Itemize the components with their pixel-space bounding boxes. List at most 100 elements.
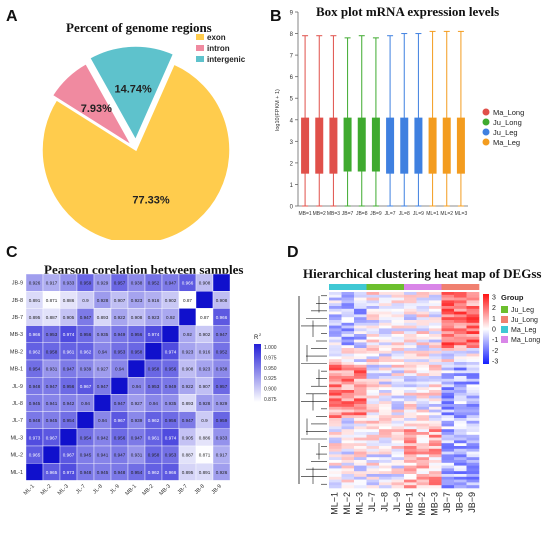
row-label: MB-1 <box>10 367 23 373</box>
deg-cell <box>441 440 455 444</box>
cell-value: 0.923 <box>131 298 143 303</box>
scale-tick: 2 <box>492 305 496 312</box>
deg-cell <box>341 395 355 399</box>
deg-cell <box>466 353 480 357</box>
deg-cell <box>404 378 417 382</box>
deg-cell <box>341 364 355 368</box>
pie-label-exon: 77.33% <box>132 194 170 206</box>
deg-cell <box>429 331 442 335</box>
deg-cell <box>404 465 417 469</box>
deg-cell <box>366 412 380 416</box>
deg-cell <box>404 381 417 385</box>
panel-label-b: B <box>270 8 282 25</box>
deg-cell <box>441 482 455 486</box>
cell-value: 0.949 <box>165 384 177 389</box>
deg-cell <box>341 457 355 461</box>
deg-cell <box>341 390 355 394</box>
deg-cell <box>416 446 430 450</box>
deg-cell <box>429 348 442 352</box>
deg-cell <box>404 476 417 480</box>
deg-cell <box>391 303 405 307</box>
cell-value: 0.947 <box>131 435 143 440</box>
deg-cell <box>366 373 380 377</box>
deg-cell <box>341 331 355 335</box>
box-JB=7 <box>343 117 352 172</box>
scale-tick: -2 <box>492 348 498 355</box>
column-label: JB−9 <box>467 492 477 513</box>
deg-cell <box>466 409 480 413</box>
deg-cell <box>391 426 405 430</box>
row-label: ML-2 <box>10 453 23 459</box>
box-JL=8 <box>400 117 409 174</box>
deg-cell <box>416 320 430 324</box>
deg-cell <box>454 429 467 433</box>
deg-cell <box>366 423 380 427</box>
deg-cell <box>329 468 342 472</box>
deg-cell <box>329 406 342 410</box>
cell-value: 0.938 <box>131 281 143 286</box>
deg-cell <box>341 465 355 469</box>
cell-value: 0.973 <box>63 470 75 475</box>
cell-value: 0.947 <box>182 418 194 423</box>
deg-cell <box>416 367 430 371</box>
deg-cell <box>341 381 355 385</box>
deg-cell <box>466 292 480 296</box>
deg-heatmap: ML−1 ML−2 ML−3 JL−7 JL−8 JL−9 MB−1 MB−2 MB−3 JB−7… <box>298 284 540 516</box>
deg-cell <box>454 328 467 332</box>
deg-cell <box>329 415 342 419</box>
deg-cell <box>366 297 380 301</box>
deg-cell <box>454 392 467 396</box>
row-label: JL-7 <box>12 418 23 424</box>
deg-cell <box>391 454 405 458</box>
deg-cell <box>354 364 367 368</box>
deg-cell <box>341 418 355 422</box>
deg-cell <box>366 474 380 478</box>
cell-value: 0.931 <box>131 453 143 458</box>
color-scale <box>483 294 489 364</box>
deg-cell <box>329 474 342 478</box>
deg-cell <box>416 457 430 461</box>
cell-value: 0.957 <box>216 384 228 389</box>
deg-cell <box>354 474 367 478</box>
cell-value: 0.94 <box>149 401 158 406</box>
deg-cell <box>329 336 342 340</box>
deg-cell <box>441 384 455 388</box>
deg-cell <box>379 479 392 483</box>
deg-cell <box>429 359 442 363</box>
group-bar-Ma_Leg <box>329 284 342 290</box>
deg-cell <box>379 334 392 338</box>
deg-cell <box>466 384 480 388</box>
deg-cell <box>329 339 342 343</box>
deg-cell <box>354 373 367 377</box>
deg-cell <box>366 482 380 486</box>
deg-cell <box>454 317 467 321</box>
deg-cell <box>454 353 467 357</box>
deg-cell <box>404 342 417 346</box>
deg-cell <box>329 353 342 357</box>
deg-cell <box>429 440 442 444</box>
deg-cell <box>404 387 417 391</box>
deg-cell <box>391 308 405 312</box>
column-label: MB-2 <box>141 484 155 498</box>
deg-cell <box>366 465 380 469</box>
deg-cell <box>329 328 342 332</box>
deg-cell <box>441 448 455 452</box>
deg-cell <box>429 476 442 480</box>
deg-cell <box>329 457 342 461</box>
deg-cell <box>366 404 380 408</box>
deg-cell <box>454 311 467 315</box>
deg-cell <box>404 336 417 340</box>
deg-cell <box>354 345 367 349</box>
deg-cell <box>354 378 367 382</box>
cell-value: 0.954 <box>29 367 41 372</box>
deg-cell <box>341 437 355 441</box>
deg-cell <box>441 434 455 438</box>
deg-cell <box>441 465 455 469</box>
row-label: JL-9 <box>12 384 23 390</box>
cell-value: 0.959 <box>216 418 228 423</box>
deg-cell <box>466 364 480 368</box>
deg-cell <box>404 322 417 326</box>
deg-cell <box>366 471 380 475</box>
group-label-Ju_Long: Ju_Long <box>511 317 538 324</box>
deg-cell <box>379 364 392 368</box>
